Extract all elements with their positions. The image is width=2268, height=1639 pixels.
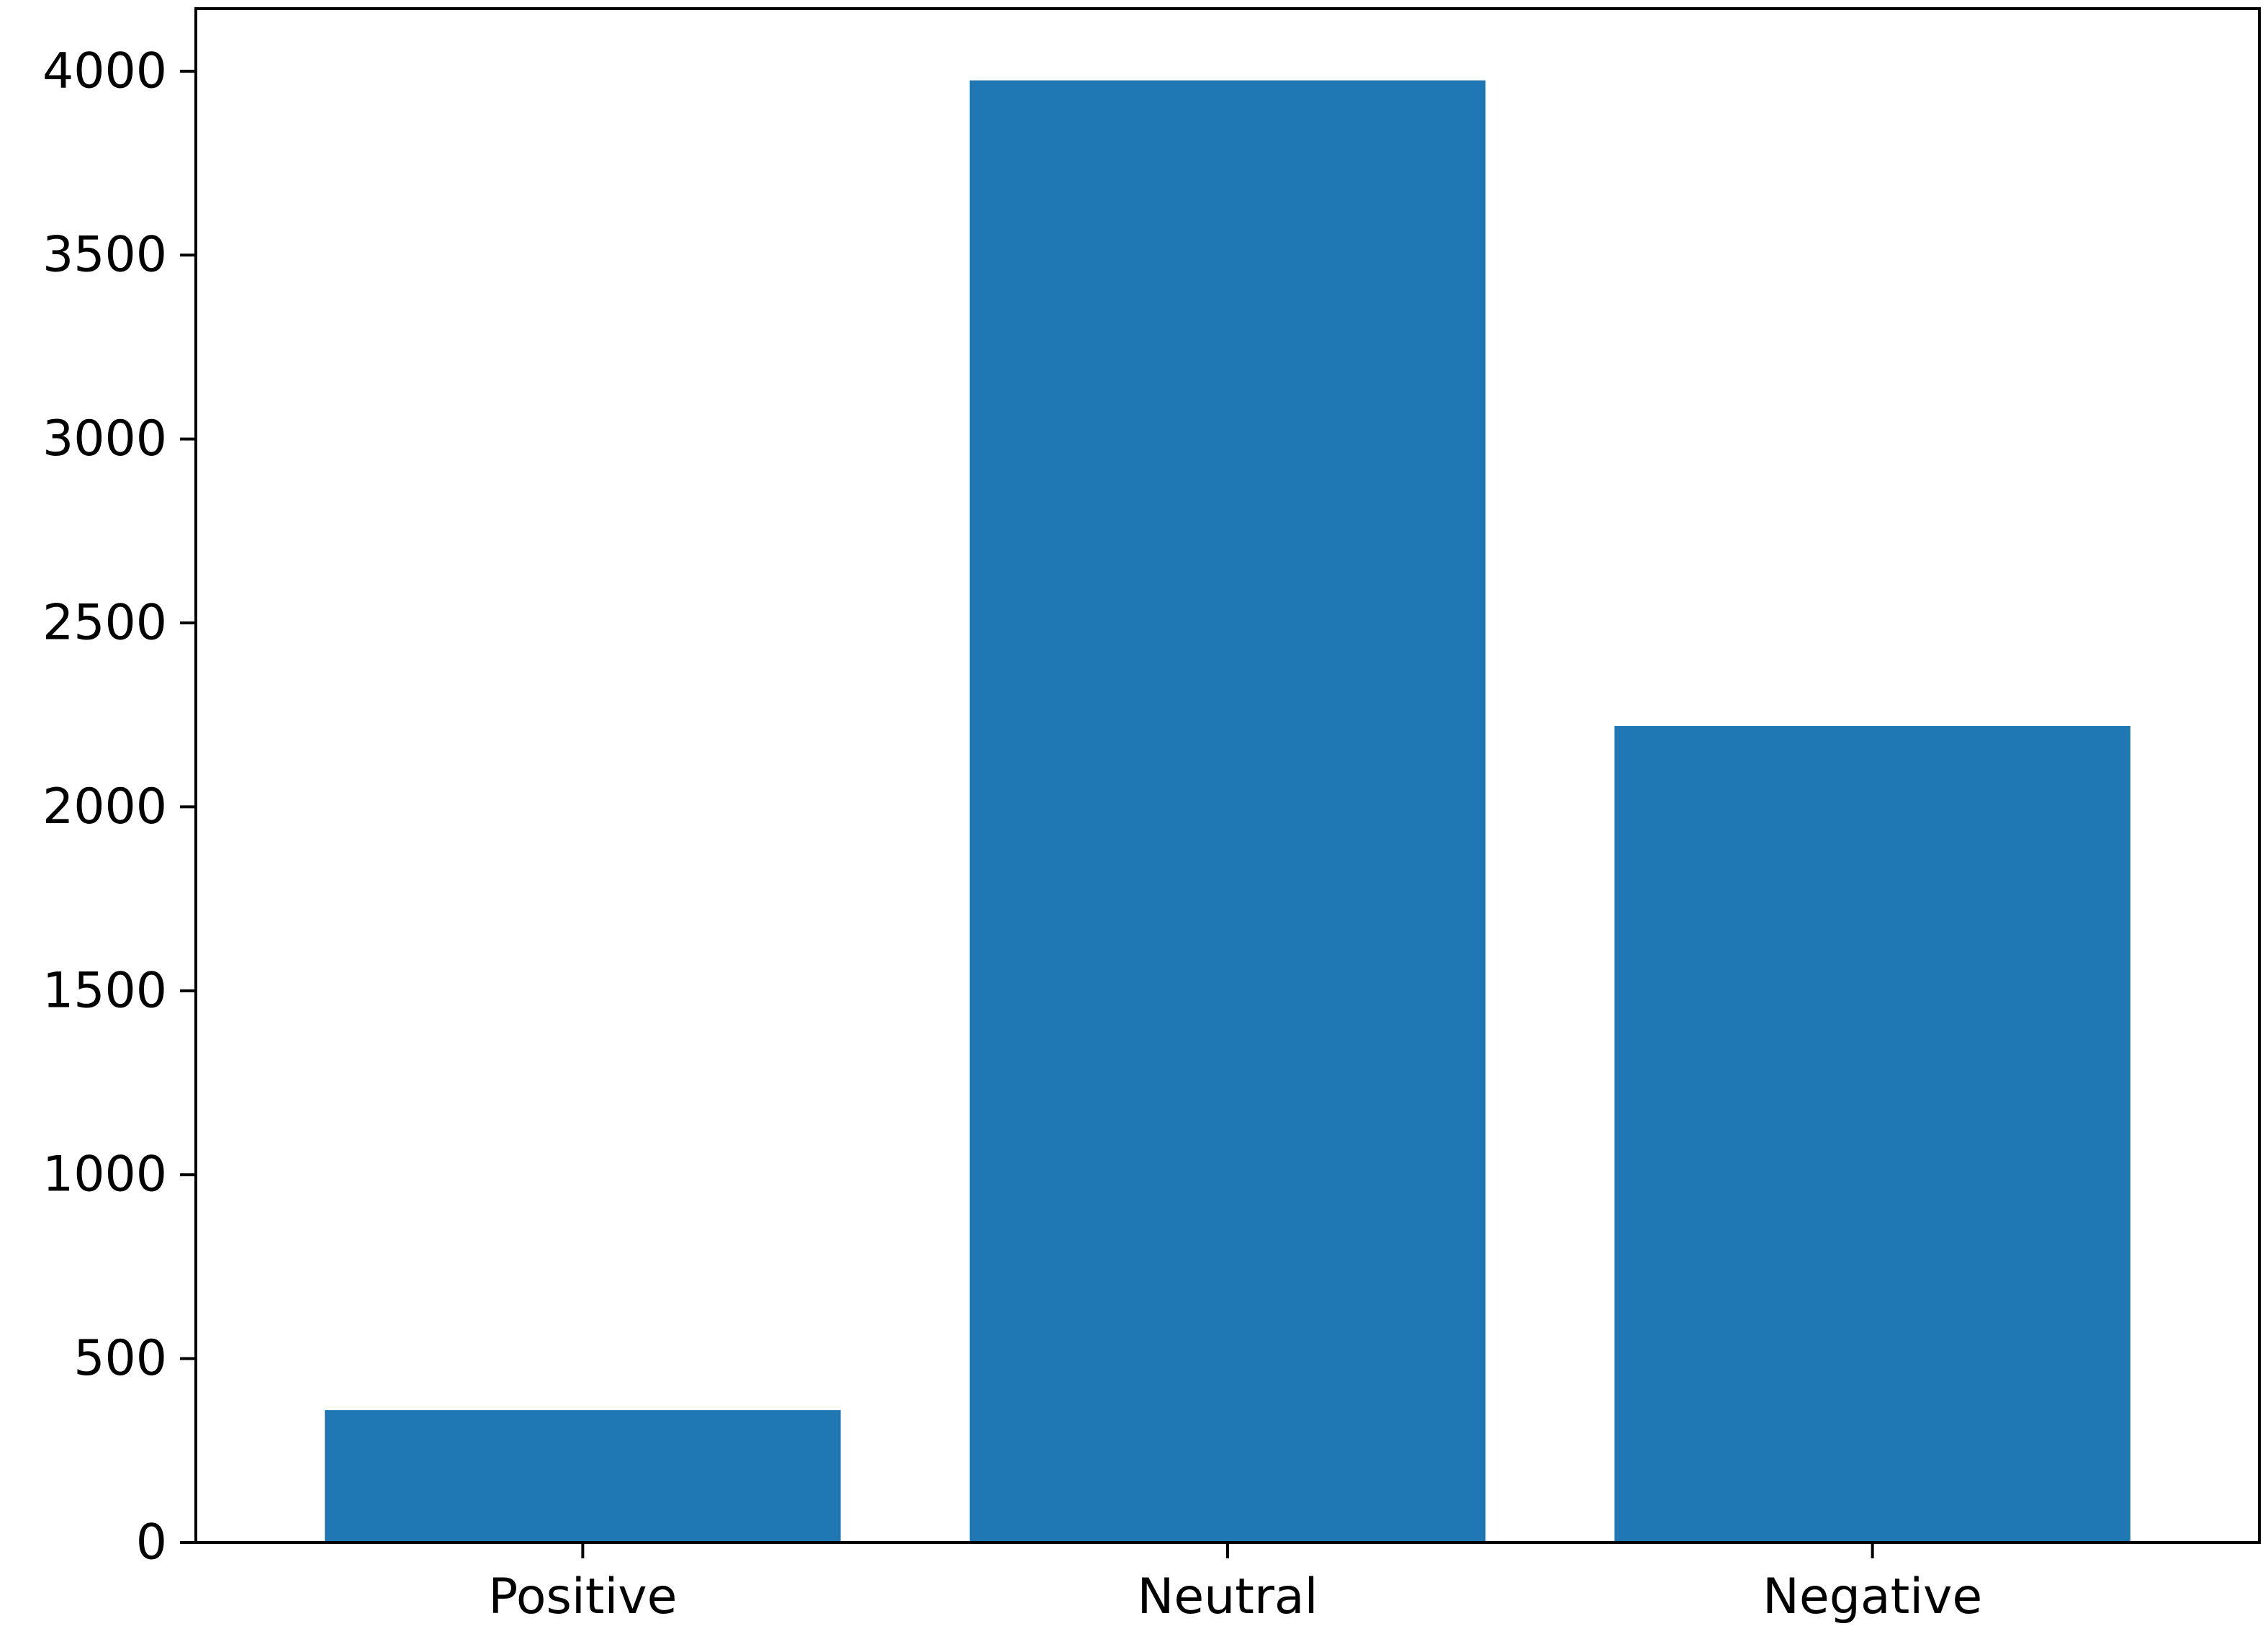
bar-neutral bbox=[969, 80, 1486, 1543]
x-tick-label-neutral: Neutral bbox=[1138, 1568, 1318, 1625]
y-tick-label: 500 bbox=[73, 1330, 167, 1387]
y-tick-label: 1500 bbox=[42, 962, 167, 1019]
bar-positive bbox=[325, 1410, 841, 1543]
x-tick-label-positive: Positive bbox=[488, 1568, 677, 1625]
y-axis: 0 500 1000 1500 2000 2500 3000 3500 4000 bbox=[42, 42, 196, 1571]
y-tick-label: 3000 bbox=[42, 410, 167, 467]
bars-group bbox=[325, 80, 2130, 1543]
y-tick-label: 2000 bbox=[42, 778, 167, 835]
y-tick-label: 4000 bbox=[42, 42, 167, 99]
bar-negative bbox=[1614, 726, 2130, 1543]
y-tick-label: 2500 bbox=[42, 595, 167, 652]
x-axis: Positive Neutral Negative bbox=[488, 1543, 1982, 1625]
y-tick-label: 0 bbox=[136, 1514, 167, 1571]
y-tick-label: 3500 bbox=[42, 227, 167, 284]
x-tick-label-negative: Negative bbox=[1763, 1568, 1982, 1625]
y-tick-label: 1000 bbox=[42, 1146, 167, 1203]
